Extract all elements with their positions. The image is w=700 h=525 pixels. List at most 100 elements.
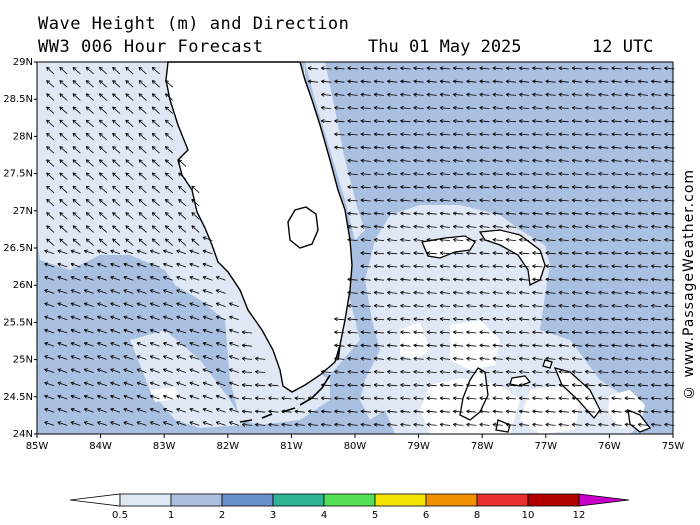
wave-arrow xyxy=(123,289,134,294)
wave-arrow xyxy=(519,356,530,361)
wave-arrow xyxy=(70,421,81,426)
wave-arrow xyxy=(360,422,371,427)
wave-arrow xyxy=(426,224,437,229)
wave-arrow xyxy=(360,251,371,256)
wave-arrow xyxy=(439,145,451,150)
wave-arrow xyxy=(545,396,556,401)
wave-arrow xyxy=(466,171,477,176)
wave-arrow xyxy=(70,275,81,281)
wave-arrow xyxy=(176,407,187,413)
wave-arrow xyxy=(637,198,649,203)
wave-arrow xyxy=(453,277,464,282)
wave-arrow xyxy=(585,79,596,84)
wave-arrow xyxy=(492,303,503,308)
wave-arrow xyxy=(637,343,649,348)
wave-arrow xyxy=(466,383,477,388)
wave-arrow xyxy=(453,396,464,401)
wave-arrow xyxy=(479,317,490,322)
wave-arrow xyxy=(241,422,253,427)
wave-arrow xyxy=(492,277,503,282)
wave-arrow xyxy=(439,383,451,388)
wave-arrow xyxy=(138,146,147,154)
wave-arrow xyxy=(571,185,583,190)
wave-arrow xyxy=(347,79,358,84)
wave-arrow xyxy=(439,317,451,322)
wave-arrow xyxy=(123,302,134,307)
wave-arrow xyxy=(651,317,662,322)
wave-arrow xyxy=(571,119,583,124)
wave-arrow xyxy=(72,225,81,233)
lon-label: 76W xyxy=(598,441,621,452)
wave-arrow xyxy=(281,409,292,414)
wave-arrow xyxy=(360,290,371,295)
wave-arrow xyxy=(164,93,174,101)
wave-arrow xyxy=(505,396,517,401)
wave-arrow xyxy=(479,369,490,374)
wave-arrow xyxy=(598,356,609,361)
wave-arrow xyxy=(110,421,121,426)
wave-arrow xyxy=(413,409,424,414)
wave-arrow xyxy=(453,105,464,110)
wave-arrow xyxy=(532,66,543,71)
wave-arrow xyxy=(426,145,437,150)
wave-arrow xyxy=(558,92,569,97)
wave-arrow xyxy=(360,317,371,322)
wave-arrow xyxy=(413,422,424,427)
wave-arrow xyxy=(598,422,609,427)
wave-arrow xyxy=(373,185,385,190)
wave-arrow xyxy=(360,369,371,374)
wave-arrow xyxy=(347,158,358,163)
wave-arrow xyxy=(72,106,81,114)
wave-arrow xyxy=(149,355,160,360)
wave-arrow xyxy=(373,79,385,84)
wave-arrow xyxy=(387,224,398,229)
wave-arrow xyxy=(426,198,437,203)
wave-arrow xyxy=(176,341,187,347)
wave-arrow xyxy=(492,145,503,150)
wave-arrow xyxy=(400,66,411,71)
wave-arrow xyxy=(453,251,464,256)
legend-label: 12 xyxy=(573,510,586,521)
florida-land xyxy=(165,61,353,393)
wave-arrow xyxy=(360,171,371,176)
wave-arrow xyxy=(281,422,292,427)
wave-arrow xyxy=(637,185,649,190)
wave-arrow xyxy=(611,66,622,71)
wave-arrow xyxy=(44,407,55,413)
wave-arrow xyxy=(163,407,173,413)
wave-arrow xyxy=(215,328,226,334)
wave-arrow xyxy=(611,409,622,414)
wave-arrow xyxy=(439,132,451,137)
wave-arrow xyxy=(400,198,411,203)
wave-arrow xyxy=(585,105,596,110)
wave-arrow xyxy=(479,303,490,308)
wave-arrow xyxy=(585,119,596,124)
wave-arrow xyxy=(651,145,662,150)
wave-arrow xyxy=(611,369,622,374)
wave-arrow xyxy=(164,132,174,141)
wave-arrow xyxy=(571,396,583,401)
wave-arrow xyxy=(57,262,68,268)
wave-arrow xyxy=(97,289,107,294)
wave-arrow xyxy=(70,262,81,268)
wave-arrow xyxy=(112,238,121,246)
wave-arrow xyxy=(466,224,477,229)
wave-arrow xyxy=(151,80,160,88)
wave-arrow xyxy=(136,421,147,426)
wave-arrow xyxy=(532,290,543,295)
wave-arrow xyxy=(519,237,530,242)
wave-arrow xyxy=(651,396,662,401)
lat-label: 28.5N xyxy=(3,94,33,105)
wave-arrow xyxy=(347,171,358,176)
wave-arrow xyxy=(532,277,543,282)
wave-arrow xyxy=(611,277,622,282)
wave-arrow xyxy=(651,356,662,361)
wave-arrow xyxy=(387,237,398,242)
wave-arrow xyxy=(492,211,503,216)
wave-arrow xyxy=(479,251,490,256)
wave-arrow xyxy=(479,383,490,388)
wave-arrow xyxy=(387,396,398,401)
wave-arrow xyxy=(151,132,160,141)
wave-arrow xyxy=(637,119,649,124)
wave-arrow xyxy=(598,198,609,203)
